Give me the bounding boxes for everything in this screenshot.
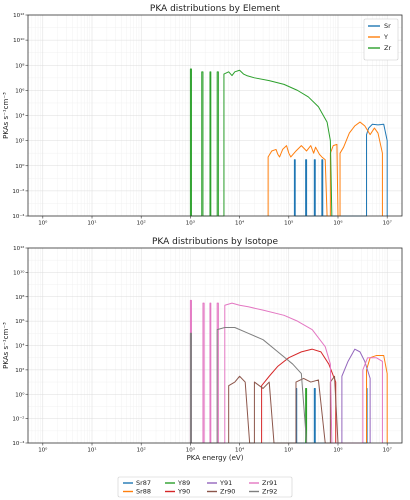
legend-label: Zr92 [262,488,277,496]
y-tick-label: 10¹² [13,245,24,252]
x-tick-label: 10³ [186,447,195,454]
y-tick-label: 10² [15,367,24,374]
isotope-axes-frame [27,247,403,444]
element-chart-title: PKA distributions by Element [150,4,281,14]
x-tick-label: 10¹ [87,220,96,227]
isotope-panel: 10⁰ 10¹ 10² 10³ 10⁴ 10⁵ 10⁶ 10⁷ 10⁻⁴10⁻²10⁰10²1… [2,237,403,462]
y-tick-label: 10⁻² [12,416,24,423]
series-line-y89 [305,387,308,443]
element-panel: 10⁰ 10¹ 10² 10³ 10⁴ 10⁵ 10⁶ 10⁷ 10⁻⁴10⁻²10⁰10²1… [2,4,403,227]
x-tick-label: 10² [137,447,146,454]
series-line-y91 [341,348,371,443]
y-tick-label: 10⁻⁴ [12,213,25,220]
x-tick-label: 10⁵ [284,220,293,227]
series-line-y [267,121,383,217]
y-tick-label: 10⁴ [15,113,25,120]
y-tick-label: 10¹⁰ [13,37,25,44]
isotope-y-ticks: 10⁻⁴ 10⁻² 10⁰ 10² 10⁴ 10⁶ 10⁸ 10¹⁰ 10¹² [12,245,28,447]
y-tick-label: 10⁻⁴ [12,440,25,447]
legend-label: Y90 [177,488,190,496]
element-y-ticks: 10⁻⁴ 10⁻² 10⁰ 10² 10⁴ 10⁶ 10⁸ 10¹⁰ 10¹² [12,12,28,220]
legend-label: Sr88 [136,488,151,496]
isotope-chart-title: PKA distributions by Isotope [152,237,279,247]
legend-label: Zr90 [220,488,235,496]
y-tick-label: 10⁰ [15,391,25,398]
x-tick-label: 10⁴ [235,447,245,454]
series-line-zr92 [189,327,308,444]
y-tick-label: 10⁴ [15,343,25,350]
x-tick-label: 10⁵ [284,447,293,454]
element-x-ticks: 10⁰ 10¹ 10² 10³ 10⁴ 10⁵ 10⁶ 10⁷ [38,216,392,227]
y-tick-label: 10⁻² [12,188,24,195]
y-tick-label: 10² [15,138,24,145]
legend-label: Sr87 [136,479,151,487]
legend-label: Y [383,33,388,41]
isotope-y-axis-label: PKAs s⁻¹cm⁻³ [2,322,10,369]
legend-box [117,476,293,498]
isotope-x-ticks: 10⁰ 10¹ 10² 10³ 10⁴ 10⁵ 10⁶ 10⁷ [38,443,392,454]
x-tick-label: 10⁷ [383,447,392,454]
y-tick-label: 10⁰ [15,163,25,170]
legend-label: Y89 [177,479,190,487]
x-tick-label: 10⁰ [38,220,48,227]
element-grid [28,14,402,217]
legend-label: Sr [384,22,391,30]
element-y-axis-label: PKAs s⁻¹cm⁻³ [2,92,10,139]
series-line-y90 [261,348,337,443]
y-tick-label: 10⁶ [15,87,25,94]
x-tick-label: 10¹ [87,447,96,454]
series-line-sr88 [366,355,388,443]
legend-label: Zr [384,44,391,52]
y-tick-label: 10¹² [13,12,24,19]
y-tick-label: 10⁶ [15,318,25,325]
y-tick-label: 10¹⁰ [13,269,25,276]
element-axes-frame [27,14,403,217]
element-legend: Sr Y Zr [363,18,399,61]
x-tick-label: 10⁴ [235,220,245,227]
x-tick-label: 10⁷ [383,220,392,227]
legend-box [363,18,399,61]
x-tick-label: 10⁰ [38,447,48,454]
isotope-x-axis-label: PKA energy (eV) [187,454,244,462]
isotope-grid [28,247,402,444]
legend-label: Y91 [219,479,232,487]
y-tick-label: 10⁸ [15,62,25,69]
x-tick-label: 10² [137,220,146,227]
x-tick-label: 10³ [186,220,195,227]
x-tick-label: 10⁶ [333,447,343,454]
legend-label: Zr91 [262,479,277,487]
y-tick-label: 10⁸ [15,294,25,301]
x-tick-label: 10⁶ [333,220,343,227]
